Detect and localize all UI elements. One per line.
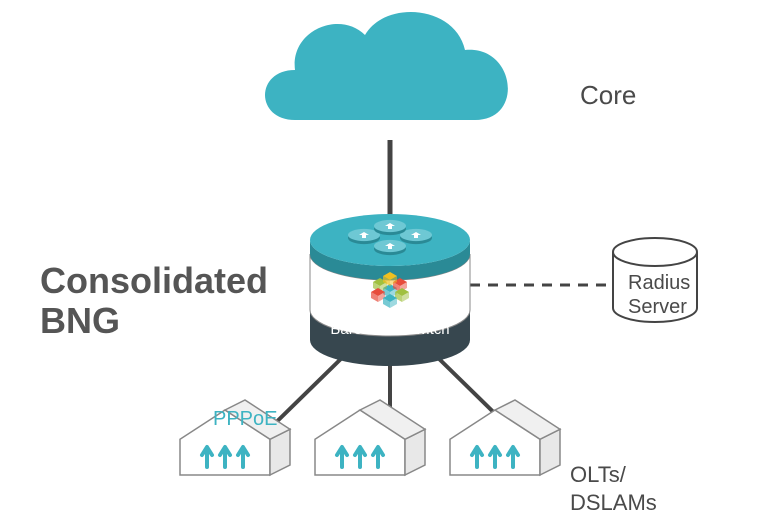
- house-icon-2: [450, 400, 560, 475]
- cloud-icon: [265, 12, 508, 120]
- bare-metal-switch-icon: [310, 214, 470, 366]
- pppoe-label: PPPoE: [213, 408, 277, 431]
- bare-metal-switch-label: Bare-metal switch: [330, 321, 449, 338]
- title-line1-label: Consolidated: [40, 260, 268, 302]
- core-label: Core: [580, 80, 636, 111]
- house-icon-1: [315, 400, 425, 475]
- olts2-label: DSLAMs: [570, 490, 657, 516]
- title-line2-label: BNG: [40, 300, 120, 342]
- olts1-label: OLTs/: [570, 462, 626, 488]
- radius1-label: Radius: [628, 272, 690, 295]
- radius2-label: Server: [628, 296, 687, 319]
